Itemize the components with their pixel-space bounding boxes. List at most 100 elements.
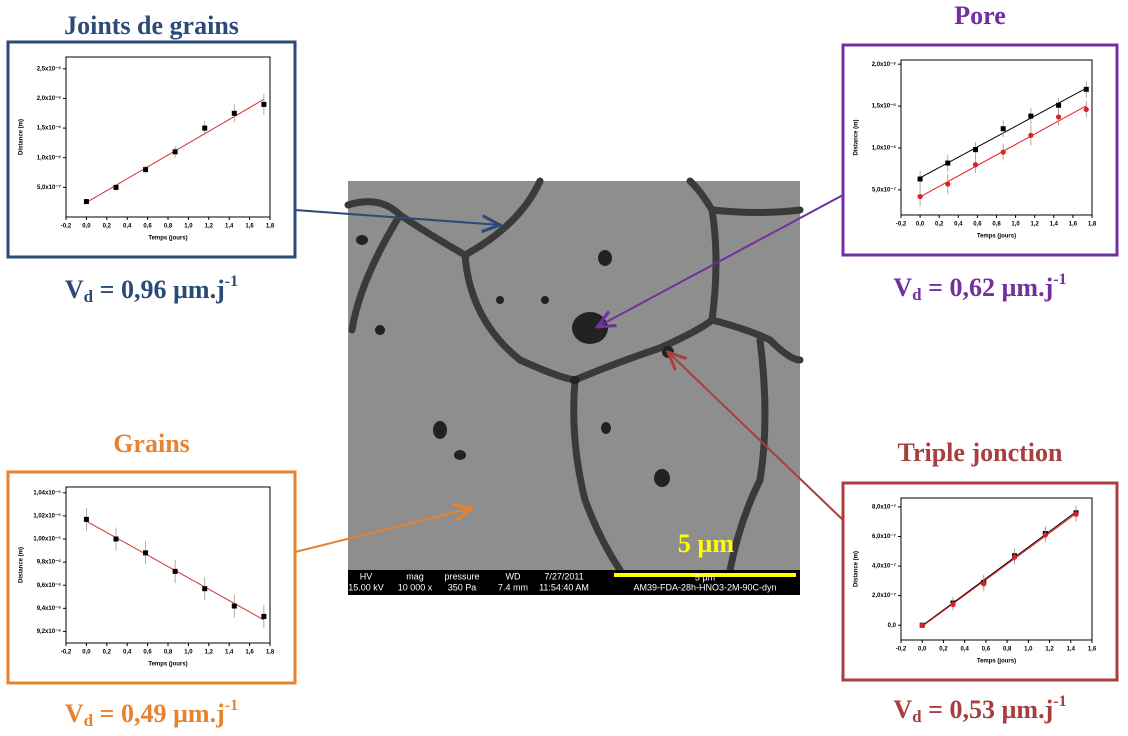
- point: [1042, 532, 1048, 538]
- x-tick-label: 1,2: [1031, 222, 1040, 228]
- chart-frame: [841, 43, 1119, 257]
- y-tick-label: 9,6x10⁻⁶: [37, 583, 62, 589]
- x-tick-label: -0,2: [896, 222, 907, 228]
- y-tick-label: 1,02x10⁻⁵: [33, 513, 61, 519]
- x-tick-label: 1,2: [205, 650, 214, 656]
- point: [1028, 113, 1034, 119]
- x-tick-label: 0,6: [973, 222, 982, 228]
- velocity-superscript: -1: [225, 697, 238, 714]
- x-tick-label: 0,2: [939, 647, 948, 653]
- point: [261, 613, 267, 619]
- x-tick-label: -0,2: [61, 224, 72, 230]
- y-tick-label: 0,0: [888, 623, 897, 629]
- point: [143, 167, 149, 173]
- y-tick-label: 9,4x10⁻⁶: [37, 606, 62, 612]
- point: [1073, 511, 1079, 517]
- x-tick-label: 0,6: [143, 224, 152, 230]
- y-tick-label: 4,0x10⁻⁷: [872, 564, 897, 570]
- y-tick-label: 1,04x10⁻⁵: [33, 490, 61, 496]
- x-tick-label: 1,4: [225, 650, 234, 656]
- point: [972, 162, 979, 168]
- y-tick-label: 1,00x10⁻⁵: [33, 537, 61, 543]
- y-tick-label: 5,0x10⁻⁷: [37, 185, 62, 191]
- x-tick-label: 1,8: [266, 650, 275, 656]
- y-axis-label: Distance (m): [854, 551, 860, 587]
- y-tick-label: 1,0x10⁻⁶: [37, 155, 62, 161]
- point: [143, 550, 149, 556]
- point: [202, 586, 208, 592]
- plot-area: [900, 497, 1093, 641]
- arrow: [668, 352, 844, 521]
- x-axis-label: Temps (jours): [148, 236, 187, 242]
- x-axis-label: Temps (jours): [977, 659, 1016, 665]
- x-tick-label: 0,0: [916, 222, 925, 228]
- sem-header: HV: [360, 571, 373, 581]
- x-tick-label: 0,0: [82, 224, 91, 230]
- sem-value: 7.4 mm: [498, 582, 528, 592]
- x-tick-label: 1,6: [245, 650, 254, 656]
- velocity-text: = 0,49 µm.j: [93, 699, 225, 728]
- velocity-subscript: d: [912, 285, 922, 304]
- velocity-text: = 0,62 µm.j: [922, 273, 1054, 302]
- y-tick-label: 2,0x10⁻⁷: [872, 593, 897, 599]
- velocity-superscript: -1: [1053, 693, 1066, 710]
- x-tick-label: 1,8: [266, 224, 275, 230]
- x-tick-label: 1,0: [1011, 222, 1020, 228]
- y-axis-label: Distance (m): [854, 119, 860, 155]
- scale-text: 5 µm: [678, 529, 734, 558]
- x-tick-label: 1,4: [225, 224, 234, 230]
- sem-value: 15.00 kV: [348, 582, 384, 592]
- x-axis-label: Temps (jours): [977, 234, 1016, 240]
- x-tick-label: 1,6: [1069, 222, 1078, 228]
- x-tick-label: 1,0: [184, 224, 193, 230]
- point: [1000, 126, 1006, 132]
- velocity: Vd = 0,96 µm.j-1: [65, 273, 238, 306]
- x-tick-label: 0,8: [164, 224, 173, 230]
- point: [231, 603, 237, 609]
- x-tick-label: 1,6: [1088, 647, 1097, 653]
- velocity: Vd = 0,49 µm.j-1: [65, 697, 238, 730]
- sem-header: WD: [506, 571, 521, 581]
- chart-title: Triple jonction: [898, 438, 1063, 467]
- sem-value: 11:54:40 AM: [539, 582, 589, 592]
- y-tick-label: 8,0x10⁻⁷: [872, 504, 897, 510]
- x-tick-label: 0,2: [103, 650, 112, 656]
- x-tick-label: 1,2: [205, 224, 214, 230]
- point: [945, 181, 951, 187]
- x-tick-label: 0,6: [982, 647, 991, 653]
- x-tick-label: 0,8: [1003, 647, 1012, 653]
- point: [172, 149, 178, 155]
- point: [1083, 86, 1089, 92]
- x-tick-label: 0,2: [935, 222, 944, 228]
- y-tick-label: 5,0x10⁻⁷: [872, 187, 897, 193]
- point: [950, 601, 956, 608]
- x-tick-label: 0,8: [992, 222, 1001, 228]
- sem-scale-bar: 5 µm: [695, 572, 715, 582]
- point: [83, 516, 89, 522]
- x-tick-label: 0,0: [82, 650, 91, 656]
- point: [113, 536, 119, 542]
- x-tick-label: 1,6: [245, 224, 254, 230]
- chart-frame: [6, 470, 297, 685]
- point: [261, 101, 267, 107]
- y-tick-label: 6,0x10⁻⁷: [872, 534, 897, 540]
- sem-sample: AM39-FDA-28h-HNO3-2M-90C-dyn: [633, 582, 776, 592]
- y-tick-label: 1,0x10⁻⁶: [872, 146, 897, 152]
- velocity-symbol: V: [893, 695, 912, 724]
- sem-header: mag: [406, 571, 424, 581]
- y-tick-label: 1,5x10⁻⁶: [37, 126, 62, 132]
- point: [1056, 102, 1062, 108]
- point: [202, 125, 208, 131]
- chart-title: Pore: [954, 1, 1006, 30]
- velocity-subscript: d: [84, 287, 94, 306]
- x-tick-label: 1,0: [1024, 647, 1033, 653]
- x-tick-label: 0,0: [918, 647, 927, 653]
- point: [83, 199, 89, 205]
- x-tick-label: 1,4: [1050, 222, 1059, 228]
- fit-line: [921, 513, 1077, 627]
- point: [945, 160, 951, 166]
- y-tick-label: 9,2x10⁻⁶: [37, 629, 62, 635]
- velocity-subscript: d: [84, 711, 94, 730]
